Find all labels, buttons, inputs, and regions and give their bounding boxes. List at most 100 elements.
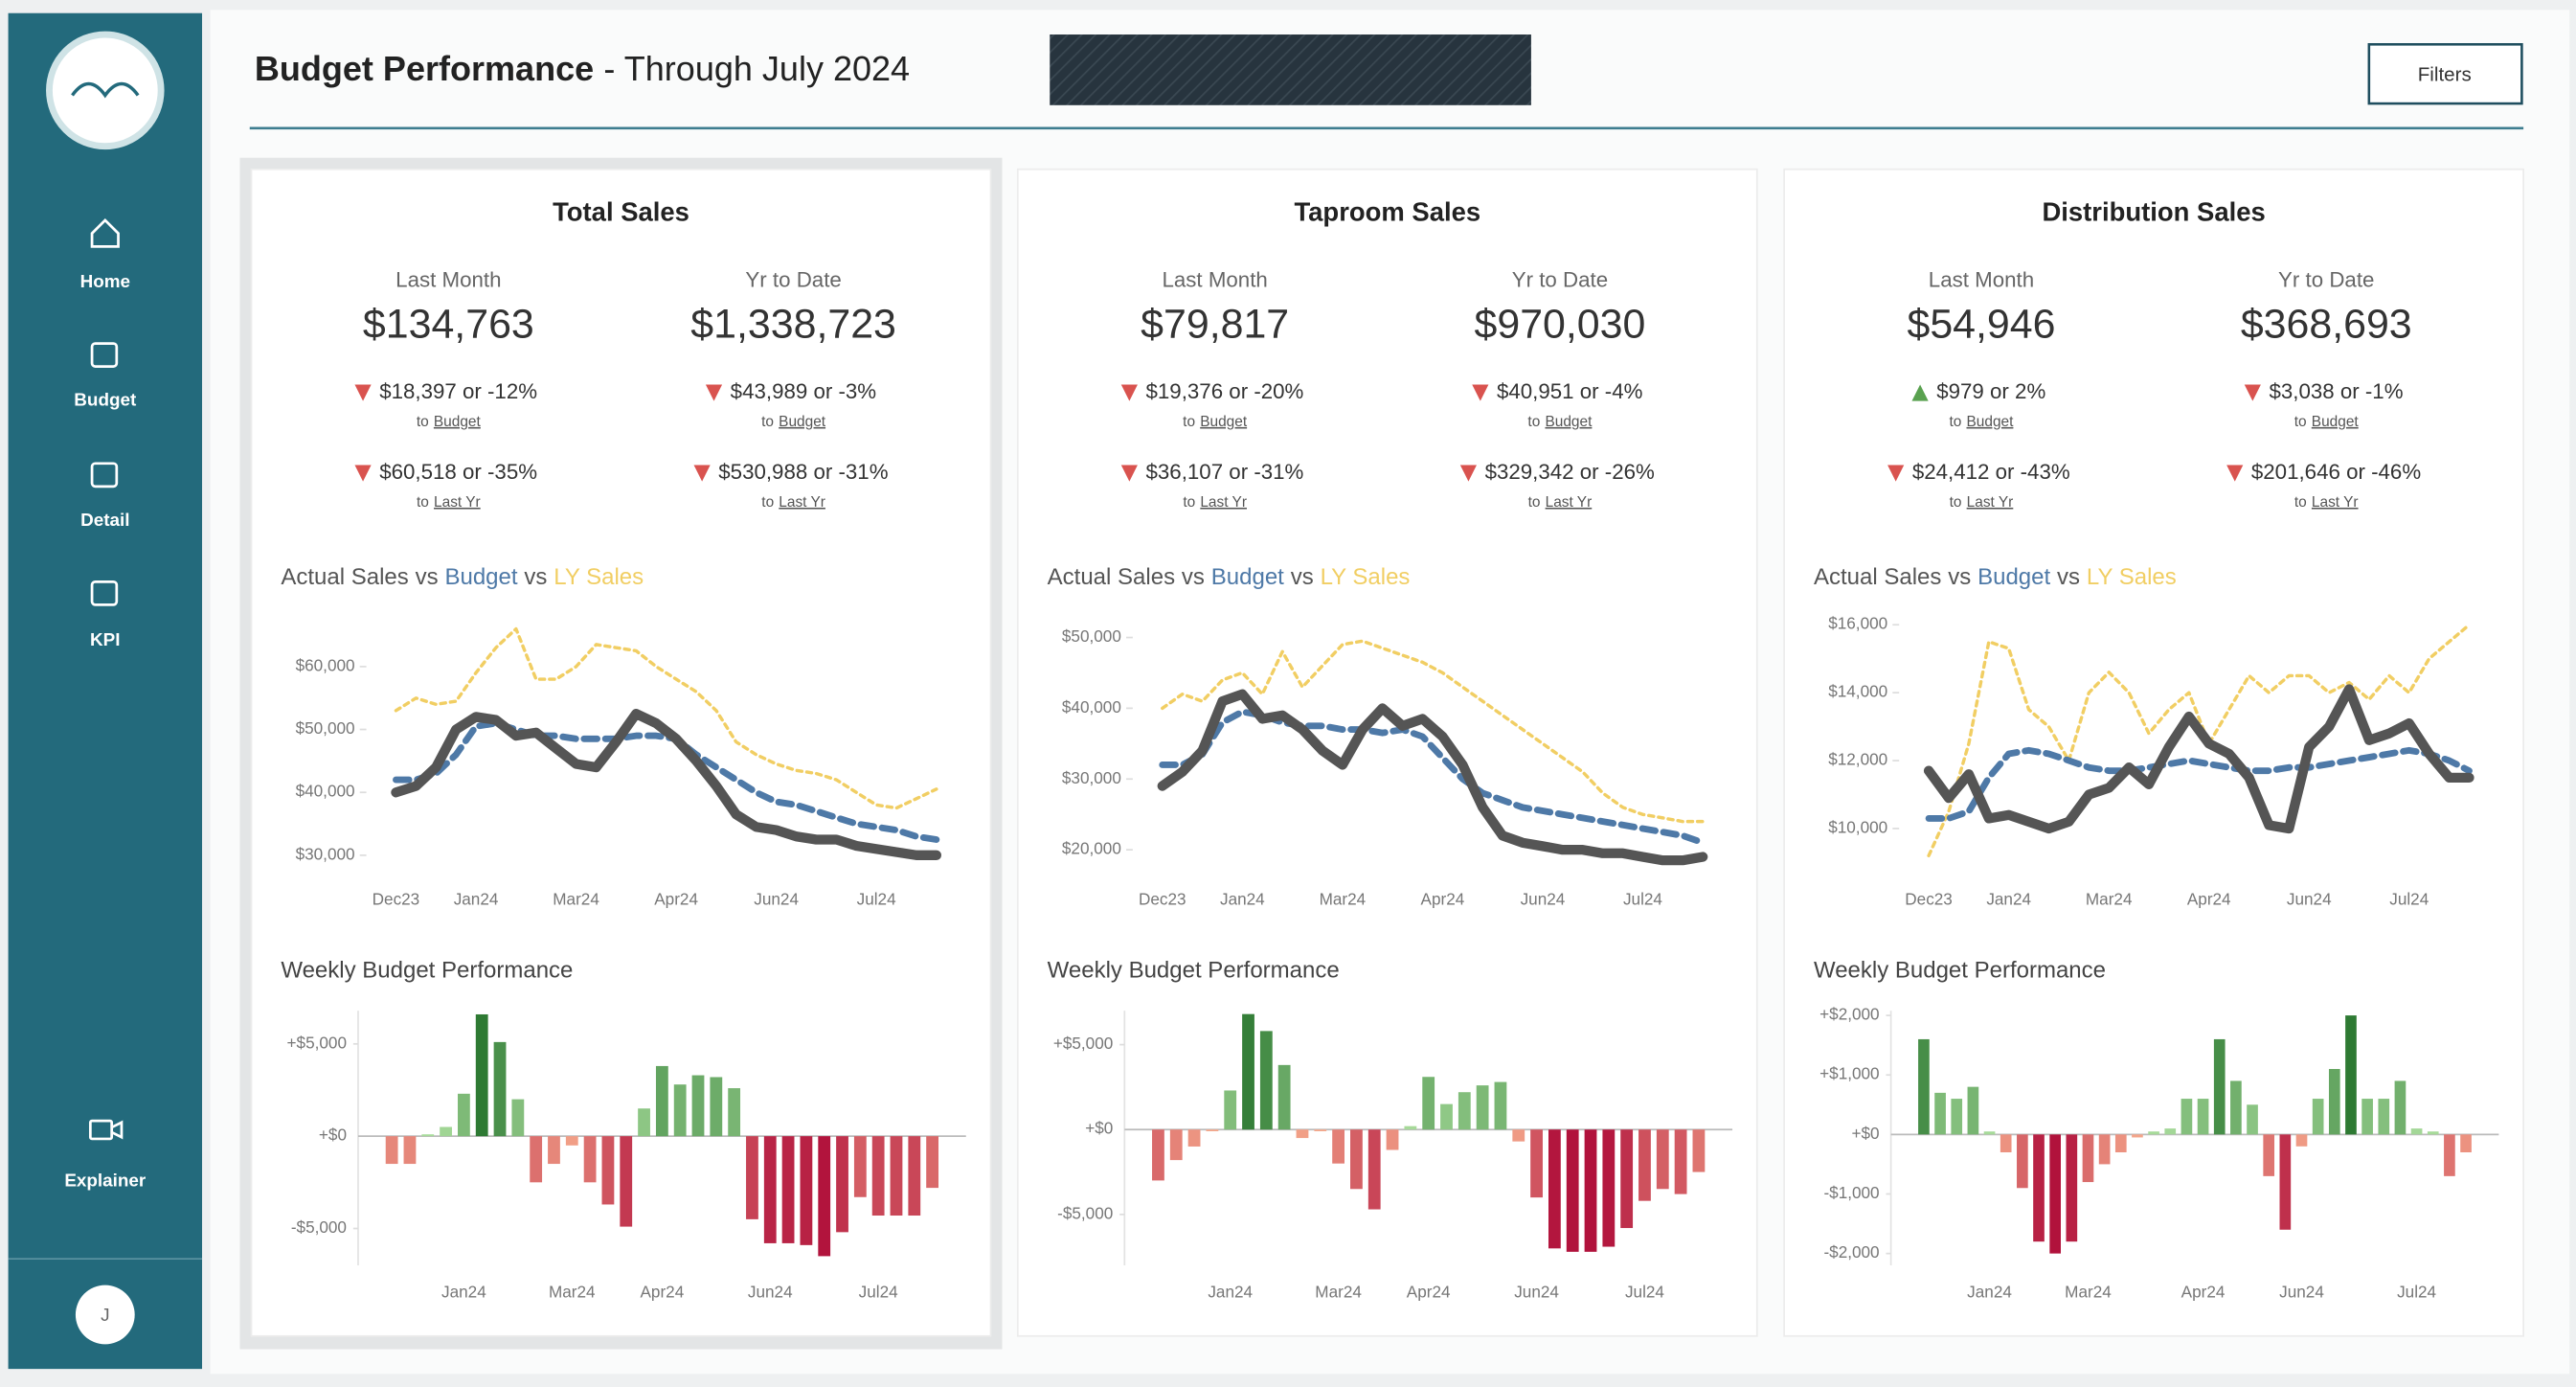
x-tick-label: Jan24: [1967, 1283, 2012, 1302]
x-tick-label: Dec23: [1905, 890, 1953, 909]
compare-link[interactable]: Budget: [779, 414, 826, 430]
compare-link[interactable]: Last Yr: [1967, 494, 2014, 511]
bar: [1530, 1129, 1543, 1198]
kpi-compare: to Budget: [1949, 414, 2014, 430]
y-tick-label: -$5,000: [291, 1217, 347, 1237]
title-main: Budget Performance: [255, 48, 594, 87]
bar: [1259, 1031, 1273, 1130]
home-icon[interactable]: [90, 217, 120, 248]
y-tick-label: -$5,000: [1057, 1203, 1113, 1222]
compare-link[interactable]: Budget: [1967, 414, 2015, 430]
kpi-compare: to Budget: [2294, 414, 2360, 430]
nav-detail[interactable]: Detail: [80, 510, 129, 530]
filters-button[interactable]: [2367, 43, 2523, 105]
x-tick-label: Jun24: [1521, 890, 1566, 909]
bar: [2098, 1134, 2111, 1165]
x-tick-label: Apr24: [1407, 1283, 1451, 1302]
nav-icons: [88, 217, 124, 1141]
x-tick-label: Mar24: [2065, 1283, 2112, 1302]
bar: [548, 1136, 560, 1165]
compare-link[interactable]: Budget: [2312, 414, 2360, 430]
direction-arrow: [354, 384, 372, 401]
kpi-label: Yr to Date: [2278, 267, 2374, 291]
compare-link[interactable]: Last Yr: [1200, 494, 1247, 511]
kpi-compare: to Last Yr: [1528, 494, 1593, 511]
compare-prefix: to: [761, 494, 774, 511]
kpi-value: $368,693: [2241, 302, 2412, 348]
bar: [565, 1136, 578, 1146]
y-tick-label: +$2,000: [1819, 1005, 1879, 1024]
bar: [1476, 1085, 1489, 1130]
title-connector: vs: [1291, 564, 1314, 590]
compare-link[interactable]: Last Yr: [1546, 494, 1593, 511]
compare-link[interactable]: Last Yr: [779, 494, 825, 511]
bar: [2427, 1131, 2439, 1135]
x-tick-label: Apr24: [640, 1283, 684, 1302]
compare-link[interactable]: Budget: [434, 414, 482, 430]
bar: [530, 1136, 543, 1183]
bar: [2394, 1080, 2407, 1135]
bar: [475, 1013, 488, 1137]
x-tick-label: Mar24: [553, 890, 599, 909]
y-tick-label: +$0: [1852, 1124, 1880, 1143]
bar: [601, 1136, 615, 1205]
x-tick-label: Mar24: [1315, 1283, 1362, 1302]
bar: [800, 1136, 813, 1245]
bar: [2444, 1134, 2455, 1176]
kpi-icon[interactable]: [90, 580, 119, 606]
bar: [2181, 1099, 2193, 1135]
compare-link[interactable]: Last Yr: [434, 494, 481, 511]
x-tick-label: Jun24: [2287, 890, 2332, 909]
bar: [871, 1136, 885, 1216]
bar: [2460, 1134, 2472, 1152]
bar: [1224, 1090, 1237, 1130]
compare-link[interactable]: Last Yr: [2312, 494, 2359, 511]
bar-chart-title: Weekly Budget Performance: [281, 957, 573, 983]
bar: [673, 1084, 687, 1137]
bar: [2279, 1134, 2292, 1230]
line-chart-title: Actual Sales vs Budget vs LY Sales: [1048, 564, 1411, 590]
series-line: [1923, 684, 2474, 834]
line-chart-title: Actual Sales vs Budget vs LY Sales: [281, 564, 644, 590]
explainer-icon[interactable]: [88, 1119, 114, 1141]
kpi-value: $134,763: [363, 302, 534, 348]
direction-arrow: [705, 384, 723, 401]
direction-arrow: [1120, 384, 1138, 401]
bar: [2345, 1015, 2357, 1135]
nav-budget[interactable]: Budget: [74, 390, 137, 410]
x-tick-label: Jun24: [748, 1283, 793, 1302]
x-tick-label: Mar24: [1320, 890, 1367, 909]
bar: [1566, 1129, 1579, 1252]
bar-chart-title: Weekly Budget Performance: [1814, 957, 2106, 983]
user-avatar[interactable]: [75, 1285, 135, 1345]
y-tick-label: $30,000: [296, 844, 355, 863]
budget-icon[interactable]: [90, 342, 119, 368]
kpi-change: $530,988 or -31%: [718, 460, 888, 484]
x-tick-label: Jan24: [441, 1283, 486, 1302]
bar: [1187, 1129, 1201, 1147]
kpi-change: $18,397 or -12%: [379, 379, 537, 403]
bar: [1494, 1081, 1507, 1130]
y-tick-label: +$0: [319, 1126, 347, 1145]
logo[interactable]: [46, 31, 165, 150]
x-tick-label: Jan24: [1986, 890, 2031, 909]
compare-link[interactable]: Budget: [1200, 414, 1248, 430]
bar: [1296, 1129, 1309, 1139]
compare-link[interactable]: Budget: [1545, 414, 1593, 430]
kpi-label: Last Month: [1929, 267, 2034, 291]
title-sub: - Through July 2024: [603, 48, 910, 87]
detail-icon[interactable]: [90, 462, 119, 489]
nav-explainer[interactable]: Explainer: [64, 1171, 147, 1191]
y-tick-label: $50,000: [296, 718, 355, 738]
compare-prefix: to: [761, 414, 774, 430]
bar: [2295, 1134, 2308, 1147]
bar: [1674, 1129, 1687, 1194]
kpi-change: $43,989 or -3%: [731, 379, 877, 403]
bar: [2132, 1134, 2143, 1138]
bar: [2247, 1104, 2258, 1135]
x-tick-label: Apr24: [1421, 890, 1465, 909]
y-tick-label: +$1,000: [1819, 1064, 1879, 1083]
series-line: [1161, 639, 1705, 824]
nav-home[interactable]: Home: [80, 271, 130, 291]
nav-kpi[interactable]: KPI: [90, 629, 120, 649]
